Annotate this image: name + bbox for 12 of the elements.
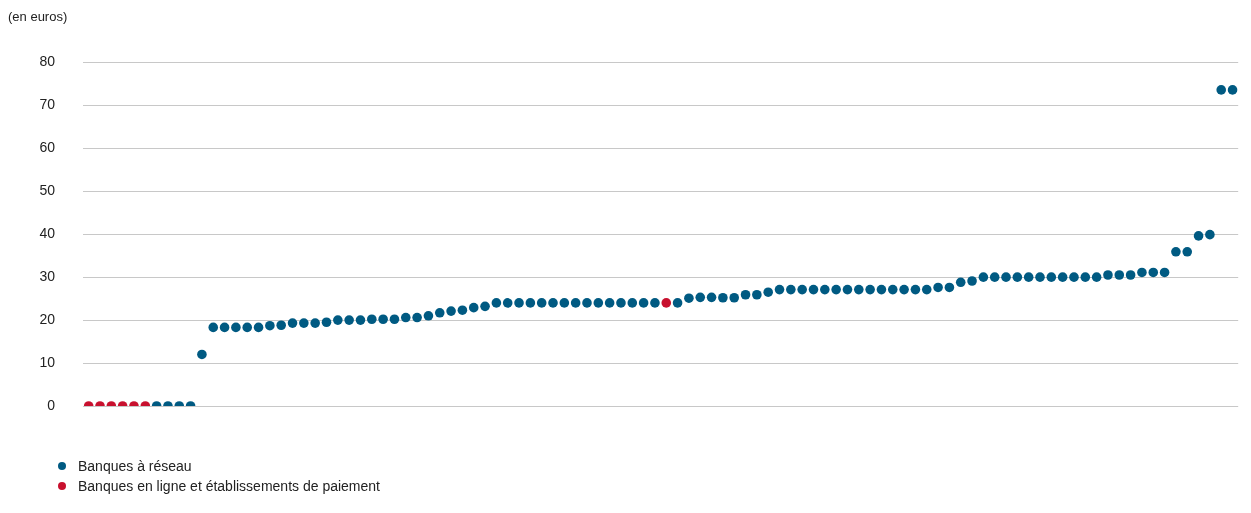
legend-label: Banques à réseau (78, 457, 192, 476)
y-tick-label: 10 (39, 353, 56, 370)
y-tick-label: 80 (39, 53, 56, 70)
y-tick-label: 20 (39, 310, 56, 327)
y-tick-label: 60 (39, 139, 56, 156)
y-tick-label: 50 (39, 182, 56, 199)
y-tick-label: 30 (39, 268, 56, 285)
legend-label: Banques en ligne et établissements de paiement (78, 477, 380, 496)
y-tick-label: 40 (39, 225, 56, 242)
y-axis-title: (en euros) (8, 8, 69, 26)
y-tick-label: 0 (47, 396, 56, 413)
y-tick-label: 70 (39, 96, 56, 113)
